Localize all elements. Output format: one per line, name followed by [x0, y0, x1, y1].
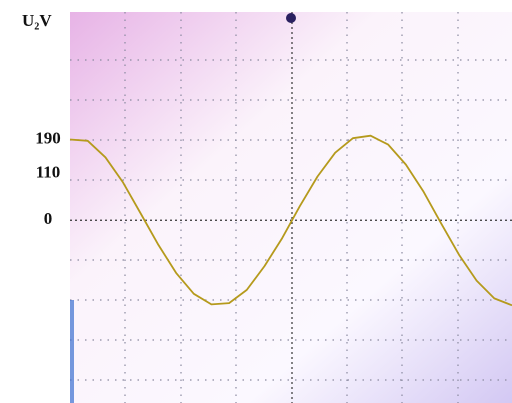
- trigger-marker: [286, 13, 296, 23]
- y-tick-label: 190: [35, 128, 61, 147]
- y-tick-label: 0: [44, 209, 53, 228]
- chart: U₂V 190 110 0: [0, 0, 512, 403]
- edge-glare: [70, 300, 74, 403]
- y-tick-label: 110: [36, 162, 61, 181]
- axis-title: U₂V: [22, 11, 52, 30]
